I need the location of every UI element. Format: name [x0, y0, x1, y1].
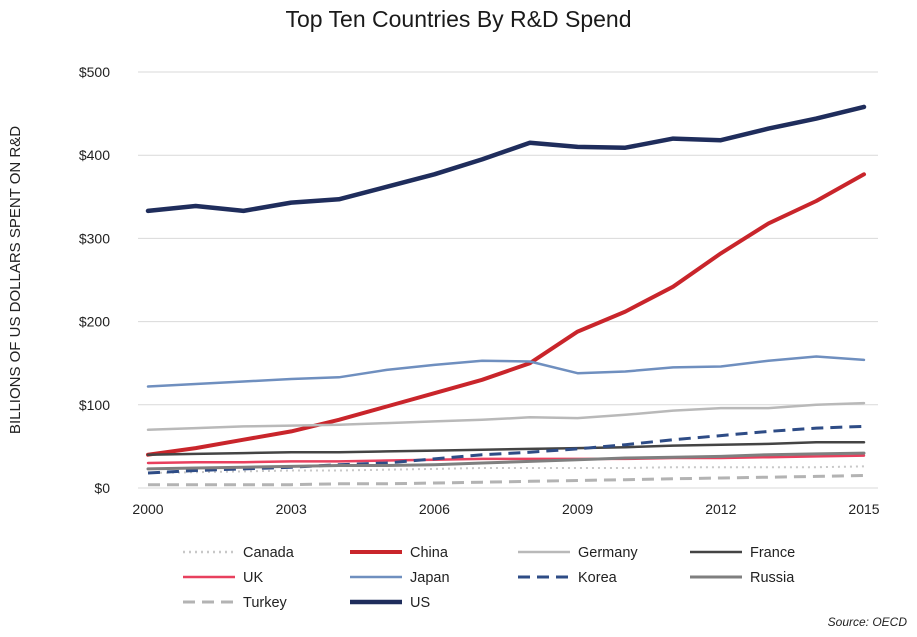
legend-item-us: US — [350, 595, 430, 611]
series-lines — [145, 104, 867, 487]
chart-title: Top Ten Countries By R&D Spend — [285, 6, 632, 32]
legend-label: US — [410, 595, 430, 611]
y-tick-label: $300 — [79, 230, 110, 246]
legend-item-china: China — [350, 545, 449, 561]
y-tick-label: $500 — [79, 64, 110, 80]
x-tick-label: 2009 — [562, 501, 593, 517]
legend-label: Canada — [243, 545, 295, 561]
legend-label: France — [750, 545, 795, 561]
x-tick-label: 2003 — [276, 501, 307, 517]
x-tick-label: 2000 — [132, 501, 163, 517]
source-note: Source: OECD — [827, 615, 907, 629]
legend-item-turkey: Turkey — [183, 595, 288, 611]
legend-item-russia: Russia — [690, 570, 795, 586]
x-tick-label: 2015 — [848, 501, 879, 517]
x-tick-label: 2012 — [705, 501, 736, 517]
series-line-us — [145, 104, 867, 214]
series-line-turkey — [148, 474, 865, 487]
legend-item-korea: Korea — [518, 570, 618, 586]
legend-item-germany: Germany — [518, 545, 638, 561]
series-line-uk — [146, 454, 866, 465]
x-tick-label: 2006 — [419, 501, 450, 517]
series-line-japan — [146, 355, 866, 388]
legend-label: Japan — [410, 570, 450, 586]
series-line-france — [146, 440, 866, 456]
legend-label: UK — [243, 570, 263, 586]
y-tick-label: $400 — [79, 147, 110, 163]
legend-item-canada: Canada — [183, 545, 295, 561]
series-line-russia — [146, 451, 866, 471]
legend-label: Germany — [578, 545, 638, 561]
legend: Canada China Germany France UK Japan Korea Russ… — [183, 545, 795, 611]
legend-item-france: France — [690, 545, 795, 561]
y-axis-label: BILLIONS OF US DOLLARS SPENT ON R&D — [7, 126, 24, 434]
y-tick-label: $100 — [79, 397, 110, 413]
series-line-germany — [146, 401, 866, 432]
x-axis-ticks: 2000 2003 2006 2009 2012 2015 — [132, 501, 879, 517]
legend-item-uk: UK — [183, 570, 263, 586]
legend-label: Russia — [750, 570, 795, 586]
series-line-china — [146, 172, 866, 457]
legend-label: Korea — [578, 570, 618, 586]
y-tick-label: $0 — [94, 480, 110, 496]
gridlines — [138, 71, 878, 489]
y-axis-ticks: $0 $100 $200 $300 $400 $500 — [79, 64, 110, 496]
legend-item-japan: Japan — [350, 570, 450, 586]
legend-label: China — [410, 545, 449, 561]
y-tick-label: $200 — [79, 314, 110, 330]
legend-label: Turkey — [243, 595, 288, 611]
